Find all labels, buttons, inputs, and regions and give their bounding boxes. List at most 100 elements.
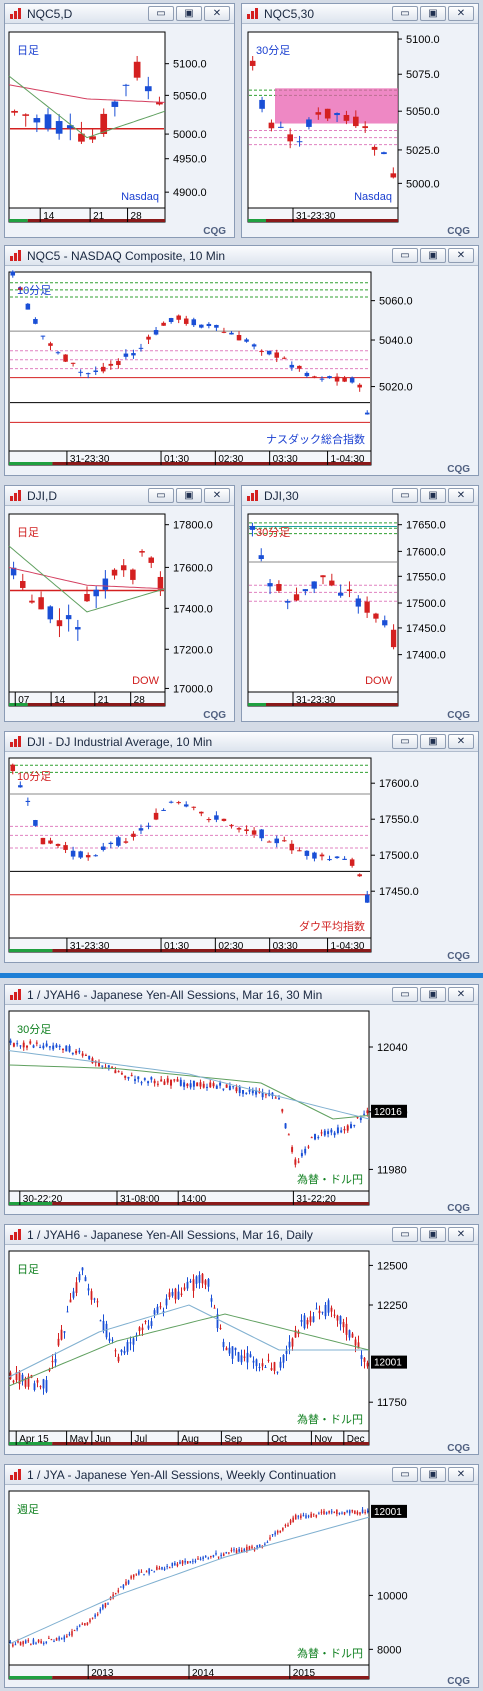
restore-button[interactable]: ▣ xyxy=(420,248,446,263)
candle-body xyxy=(197,1558,199,1560)
restore-button[interactable]: ▣ xyxy=(420,1227,446,1242)
candle-body xyxy=(45,1380,48,1392)
session-bar xyxy=(248,219,266,222)
candle-body xyxy=(146,336,151,340)
close-button[interactable]: ✕ xyxy=(448,734,474,749)
restore-button[interactable]: ▣ xyxy=(420,488,446,503)
minimize-button[interactable]: ▭ xyxy=(392,1467,418,1482)
close-button[interactable]: ✕ xyxy=(448,488,474,503)
close-button[interactable]: ✕ xyxy=(448,987,474,1002)
cqg-logo: CQG xyxy=(203,710,226,721)
candle-body xyxy=(153,812,159,820)
title-bar[interactable]: 1 / JYA - Japanese Yen-All Sessions, Wee… xyxy=(5,1465,478,1485)
close-button[interactable]: ✕ xyxy=(204,6,230,21)
candle-body xyxy=(174,1562,176,1566)
candle-body xyxy=(294,1514,297,1520)
candle-body xyxy=(236,335,242,341)
candle-body xyxy=(357,874,362,877)
candle-body xyxy=(91,1617,94,1619)
candle-body xyxy=(140,1571,143,1573)
minimize-button[interactable]: ▭ xyxy=(392,248,418,263)
chart-area[interactable]: 30分足為替・ドル円1204012000119801201630-22:2031… xyxy=(5,1005,478,1214)
close-button[interactable]: ✕ xyxy=(204,488,230,503)
restore-button[interactable]: ▣ xyxy=(420,734,446,749)
candle-body xyxy=(232,1086,235,1088)
chart-area[interactable]: 10分足 ダウ平均指数 17600.0 17550.0 17500.0 17450.0 31… xyxy=(5,752,478,962)
title-bar[interactable]: NQC5,D ▭ ▣ ✕ xyxy=(5,4,234,24)
close-button[interactable]: ✕ xyxy=(448,6,474,21)
chart-area[interactable]: 週足 為替・ドル円 10000 8000 12001 2013 2014 2015 CQG xyxy=(5,1485,478,1687)
x-tick-label: 07 xyxy=(18,695,30,706)
restore-button[interactable]: ▣ xyxy=(176,6,202,21)
close-button[interactable]: ✕ xyxy=(448,248,474,263)
chart-area[interactable]: 日足 DOW 17800.0 17600.0 17400.0 17200.0 17000.0… xyxy=(5,506,234,721)
candle-body xyxy=(130,1075,133,1077)
minimize-button[interactable]: ▭ xyxy=(392,6,418,21)
chart-area[interactable]: 日足 Nasdaq 5100.0 5050.0 5000.0 4950.0 4900.0 14… xyxy=(5,24,234,237)
candle-body xyxy=(215,1085,218,1089)
candle-body xyxy=(240,1550,243,1553)
chart-area[interactable]: 10分足 ナスダック総合指数 5060.0 5040.0 5020.0 31-23:30 0… xyxy=(5,266,478,475)
candle-body xyxy=(35,1642,37,1644)
candle-body xyxy=(213,1307,216,1309)
session-bar xyxy=(9,219,28,222)
candle-body xyxy=(278,126,284,128)
candle-body xyxy=(145,1571,148,1573)
candle-body xyxy=(22,114,30,116)
title-bar[interactable]: DJI,D ▭ ▣ ✕ xyxy=(5,486,234,506)
candle-body xyxy=(321,1311,324,1313)
candle-body xyxy=(144,86,152,92)
title-bar[interactable]: NQC5 - NASDAQ Composite, 10 Min ▭ ▣ ✕ xyxy=(5,246,478,266)
minimize-button[interactable]: ▭ xyxy=(392,1227,418,1242)
title-bar[interactable]: DJI,30 ▭ ▣ ✕ xyxy=(242,486,478,506)
candle-body xyxy=(202,1557,204,1559)
title-bar[interactable]: DJI - DJ Industrial Average, 10 Min ▭ ▣ … xyxy=(5,732,478,752)
candle-body xyxy=(278,1098,280,1100)
chart-area[interactable]: 30分足 DOW 17650.0 17600.0 17550.0 17500.0 17450… xyxy=(242,506,478,721)
close-button[interactable]: ✕ xyxy=(448,1227,474,1242)
candle-body xyxy=(93,589,99,597)
candle-body xyxy=(21,1374,24,1382)
restore-button[interactable]: ▣ xyxy=(176,488,202,503)
restore-button[interactable]: ▣ xyxy=(420,6,446,21)
candle-body xyxy=(88,1055,91,1060)
candle-body xyxy=(189,1561,192,1563)
restore-button[interactable]: ▣ xyxy=(420,1467,446,1482)
candle-body xyxy=(166,1078,169,1083)
x-tick-label: Aug xyxy=(181,1434,199,1445)
minimize-button[interactable]: ▭ xyxy=(392,488,418,503)
candle-body xyxy=(192,1279,195,1291)
candle-body xyxy=(199,811,204,814)
candle-body xyxy=(44,114,52,129)
minimize-button[interactable]: ▭ xyxy=(392,987,418,1002)
minimize-button[interactable]: ▭ xyxy=(148,6,174,21)
minimize-button[interactable]: ▭ xyxy=(148,488,174,503)
chart-area[interactable]: 日足 為替・ドル円 12500 12250 11750 12001 Apr 15 May Jun… xyxy=(5,1245,478,1454)
minimize-button[interactable]: ▭ xyxy=(392,734,418,749)
x-tick-label: Jun xyxy=(95,1434,111,1445)
candle-body xyxy=(362,126,368,129)
candle-body xyxy=(114,1593,117,1595)
candle-body xyxy=(342,377,347,382)
y-tick-label: 5000.0 xyxy=(173,129,207,141)
chart-area[interactable]: 30分足 Nasdaq 5100.0 5075.0 5050.0 5025.0 5000.0… xyxy=(242,24,478,237)
close-button[interactable]: ✕ xyxy=(448,1467,474,1482)
candle-body xyxy=(356,1511,359,1515)
title-bar[interactable]: 1 / JYAH6 - Japanese Yen-All Sessions, M… xyxy=(5,985,478,1005)
candle-body xyxy=(245,1092,248,1094)
y-tick-label: 5100.0 xyxy=(406,34,440,46)
window-nqc5-daily: NQC5,D ▭ ▣ ✕ 日足 Nasdaq 5100.0 5050.0 5000.0 4… xyxy=(4,3,235,238)
candle-body xyxy=(104,1067,107,1069)
candle-body xyxy=(341,1512,343,1514)
restore-button[interactable]: ▣ xyxy=(420,987,446,1002)
cqg-logo-icon xyxy=(247,8,258,19)
candle-body xyxy=(293,594,300,601)
candle-body xyxy=(56,620,63,627)
candle-body xyxy=(258,1544,261,1547)
title-bar[interactable]: 1 / JYAH6 - Japanese Yen-All Sessions, M… xyxy=(5,1225,478,1245)
candle-body xyxy=(161,322,166,326)
candle-body xyxy=(71,1052,74,1055)
candle-body xyxy=(157,576,164,590)
title-bar[interactable]: NQC5,30 ▭ ▣ ✕ xyxy=(242,4,478,24)
candle-body xyxy=(297,1161,300,1163)
